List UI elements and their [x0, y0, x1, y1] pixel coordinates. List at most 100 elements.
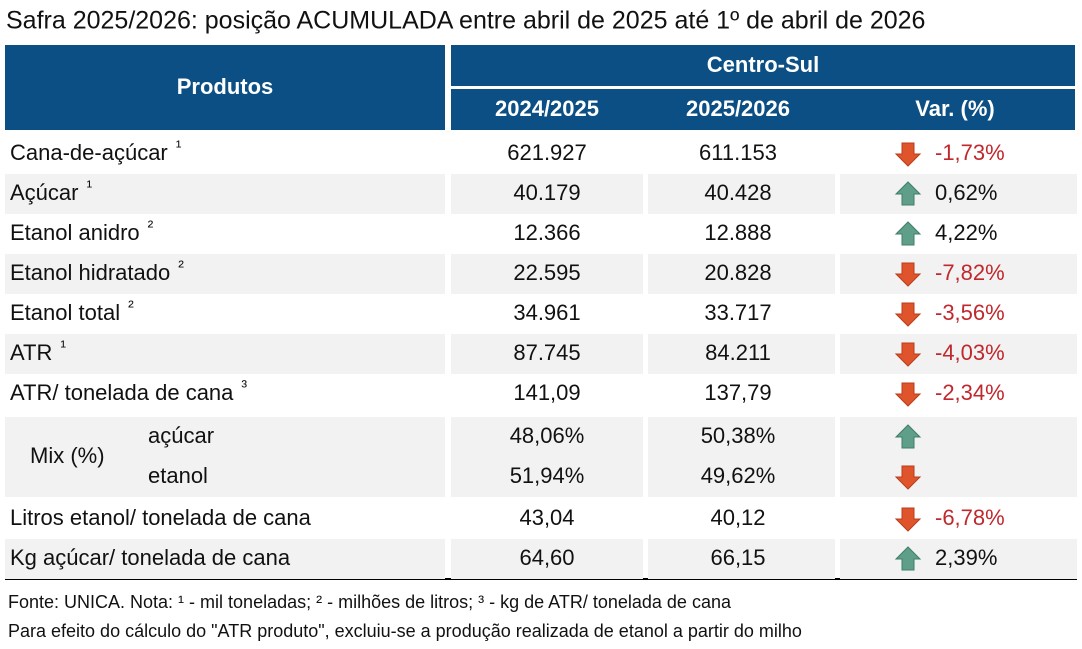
cell-value: 20.828	[704, 260, 771, 285]
row-band	[648, 334, 835, 374]
header-cell	[451, 89, 1075, 130]
mix-label: Mix (%)	[30, 443, 105, 468]
arrow-up	[894, 221, 922, 246]
header-col: Var. (%)	[915, 96, 994, 121]
row-band	[648, 174, 835, 214]
row-band	[451, 334, 643, 374]
arrow-up	[894, 424, 922, 449]
cell-var: 2,39%	[935, 545, 997, 570]
footnote-mark: ²	[148, 217, 154, 236]
row-label: Etanol anidro ²	[10, 217, 154, 244]
row-label: ATR/ tonelada de cana ³	[10, 377, 247, 404]
cell-var: -6,78%	[935, 505, 1005, 530]
arrow-down	[894, 342, 922, 367]
cell-var: -7,82%	[935, 260, 1005, 285]
row-label-text: ATR	[10, 340, 52, 365]
cell-value: 87.745	[513, 340, 580, 365]
cell-var: 0,62%	[935, 180, 997, 205]
footer-line: Para efeito do cálculo do "ATR produto",…	[8, 621, 802, 641]
cell-value: 84.211	[705, 340, 771, 365]
cell-value: 33.717	[704, 300, 771, 325]
row-label: Kg açúcar/ tonelada de cana	[10, 545, 291, 570]
row-label-text: Açúcar	[10, 180, 78, 205]
header-cell	[451, 45, 1075, 86]
row-band	[451, 174, 643, 214]
cell-value: 43,04	[519, 505, 574, 530]
cell-value: 51,94%	[510, 463, 585, 488]
arrow-down	[894, 262, 922, 287]
cell-var: -1,73%	[935, 140, 1005, 165]
row-label-text: Etanol total	[10, 300, 120, 325]
row-band	[840, 417, 1077, 497]
cell-value: 12.366	[513, 220, 580, 245]
footnote-mark: ¹	[86, 177, 92, 196]
mix-item-label: etanol	[148, 463, 208, 488]
footnote-mark: ¹	[176, 137, 182, 156]
row-band	[840, 254, 1077, 294]
row-band	[5, 334, 445, 374]
cell-value: 22.595	[513, 260, 580, 285]
footnote-mark: ²	[128, 297, 134, 316]
row-label: Açúcar ¹	[10, 177, 92, 204]
row-label-text: Cana-de-açúcar	[10, 140, 168, 165]
arrow-down	[894, 142, 922, 167]
row-band	[5, 254, 445, 294]
cell-value: 141,09	[513, 380, 580, 405]
footnote-mark: ³	[241, 377, 247, 396]
row-band	[5, 417, 445, 497]
arrow-down	[894, 302, 922, 327]
cell-value: 49,62%	[701, 463, 776, 488]
arrow-down	[894, 465, 922, 490]
footer-line: Fonte: UNICA. Nota: ¹ - mil toneladas; ²…	[8, 592, 732, 612]
row-band	[451, 539, 643, 579]
cell-value: 12.888	[704, 220, 771, 245]
header-col: 2024/2025	[495, 96, 599, 121]
row-band	[840, 539, 1077, 579]
cell-value: 64,60	[519, 545, 574, 570]
cell-value: 66,15	[710, 545, 765, 570]
row-label-text: Kg açúcar/ tonelada de cana	[10, 545, 291, 570]
cell-var: -3,56%	[935, 300, 1005, 325]
row-band	[840, 174, 1077, 214]
cell-value: 50,38%	[701, 423, 776, 448]
cell-var: -4,03%	[935, 340, 1005, 365]
footnote-mark: ²	[178, 257, 184, 276]
cell-var: 4,22%	[935, 220, 997, 245]
row-label-text: Litros etanol/ tonelada de cana	[10, 505, 312, 530]
row-label: ATR ¹	[10, 337, 66, 364]
row-band	[451, 254, 643, 294]
header-col: 2025/2026	[686, 96, 790, 121]
cell-value: 40.428	[704, 180, 771, 205]
cell-value: 137,79	[704, 380, 771, 405]
cell-value: 40.179	[513, 180, 580, 205]
row-band	[648, 417, 835, 497]
cell-value: 621.927	[507, 140, 587, 165]
row-label: Etanol total ²	[10, 297, 134, 324]
header-region: Centro-Sul	[707, 52, 819, 77]
arrow-up	[894, 546, 922, 571]
cell-value: 611.153	[699, 140, 777, 165]
row-band	[648, 254, 835, 294]
row-label: Cana-de-açúcar ¹	[10, 137, 182, 164]
footnote-mark: ¹	[60, 337, 66, 356]
header-products: Produtos	[177, 74, 274, 99]
cell-value: 40,12	[710, 505, 765, 530]
row-band	[5, 539, 445, 579]
cell-value: 34.961	[513, 300, 580, 325]
row-band	[648, 539, 835, 579]
title: Safra 2025/2026: posição ACUMULADA entre…	[6, 7, 925, 35]
mix-item-label: açúcar	[148, 423, 214, 448]
row-band	[5, 174, 445, 214]
row-label: Etanol hidratado ²	[10, 257, 184, 284]
arrow-down	[894, 507, 922, 532]
row-band	[451, 417, 643, 497]
cell-var: -2,34%	[935, 380, 1005, 405]
header-cell	[5, 45, 445, 130]
cell-value: 48,06%	[510, 423, 585, 448]
row-label-text: Etanol anidro	[10, 220, 140, 245]
arrow-down	[894, 382, 922, 407]
arrow-up	[894, 181, 922, 206]
row-band	[840, 334, 1077, 374]
row-label: Litros etanol/ tonelada de cana	[10, 505, 312, 530]
